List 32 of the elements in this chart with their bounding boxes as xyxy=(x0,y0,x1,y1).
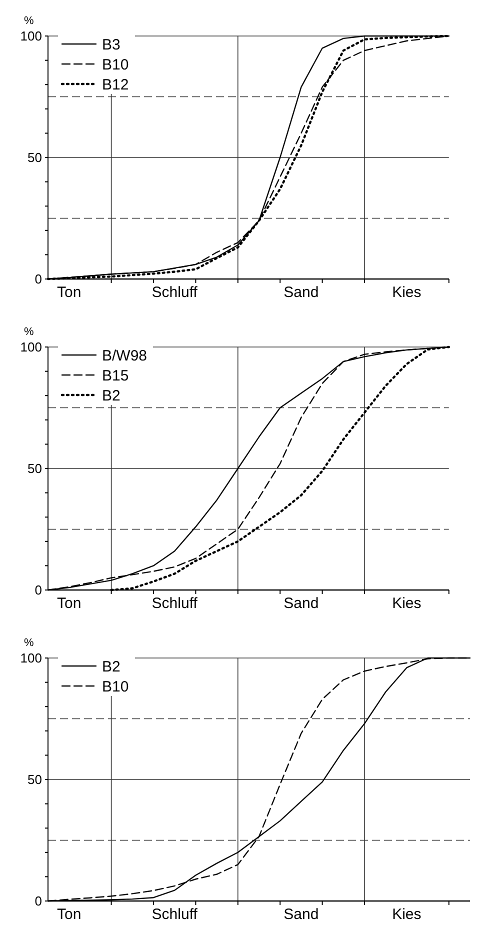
legend-label: B15 xyxy=(102,367,129,384)
x-tick-label: Kies xyxy=(392,284,422,301)
y-axis-title: % xyxy=(24,326,34,338)
y-tick-label: 0 xyxy=(34,894,42,909)
y-tick-label: 0 xyxy=(34,582,42,598)
y-tick-label: 50 xyxy=(28,772,42,788)
x-tick-label: Schluff xyxy=(152,906,198,923)
legend-label: B10 xyxy=(102,56,129,74)
x-tick-label: Kies xyxy=(392,595,422,612)
y-tick-label: 100 xyxy=(20,28,42,44)
legend-label: B10 xyxy=(102,678,129,696)
legend-label: B2 xyxy=(102,658,120,676)
y-tick-label: 100 xyxy=(20,650,42,666)
legend-label: B3 xyxy=(102,36,120,54)
x-tick-label: Ton xyxy=(57,906,82,923)
y-tick-label: 50 xyxy=(28,150,42,166)
legend-label: B12 xyxy=(102,76,129,94)
y-tick-label: 0 xyxy=(34,272,42,287)
x-tick-label: Ton xyxy=(57,284,82,301)
legend-label: B/W98 xyxy=(102,347,148,364)
x-tick-label: Kies xyxy=(392,906,422,923)
y-tick-label: 100 xyxy=(20,340,42,355)
y-axis-title: % xyxy=(24,15,34,27)
legend-label: B2 xyxy=(102,387,120,404)
x-tick-label: Sand xyxy=(284,284,319,301)
y-tick-label: 50 xyxy=(28,461,42,476)
x-tick-label: Sand xyxy=(284,595,319,612)
x-tick-label: Ton xyxy=(57,595,82,612)
x-tick-label: Schluff xyxy=(152,284,198,301)
y-axis-title: % xyxy=(24,637,34,649)
x-tick-label: Schluff xyxy=(152,595,198,612)
x-tick-label: Sand xyxy=(284,906,319,923)
